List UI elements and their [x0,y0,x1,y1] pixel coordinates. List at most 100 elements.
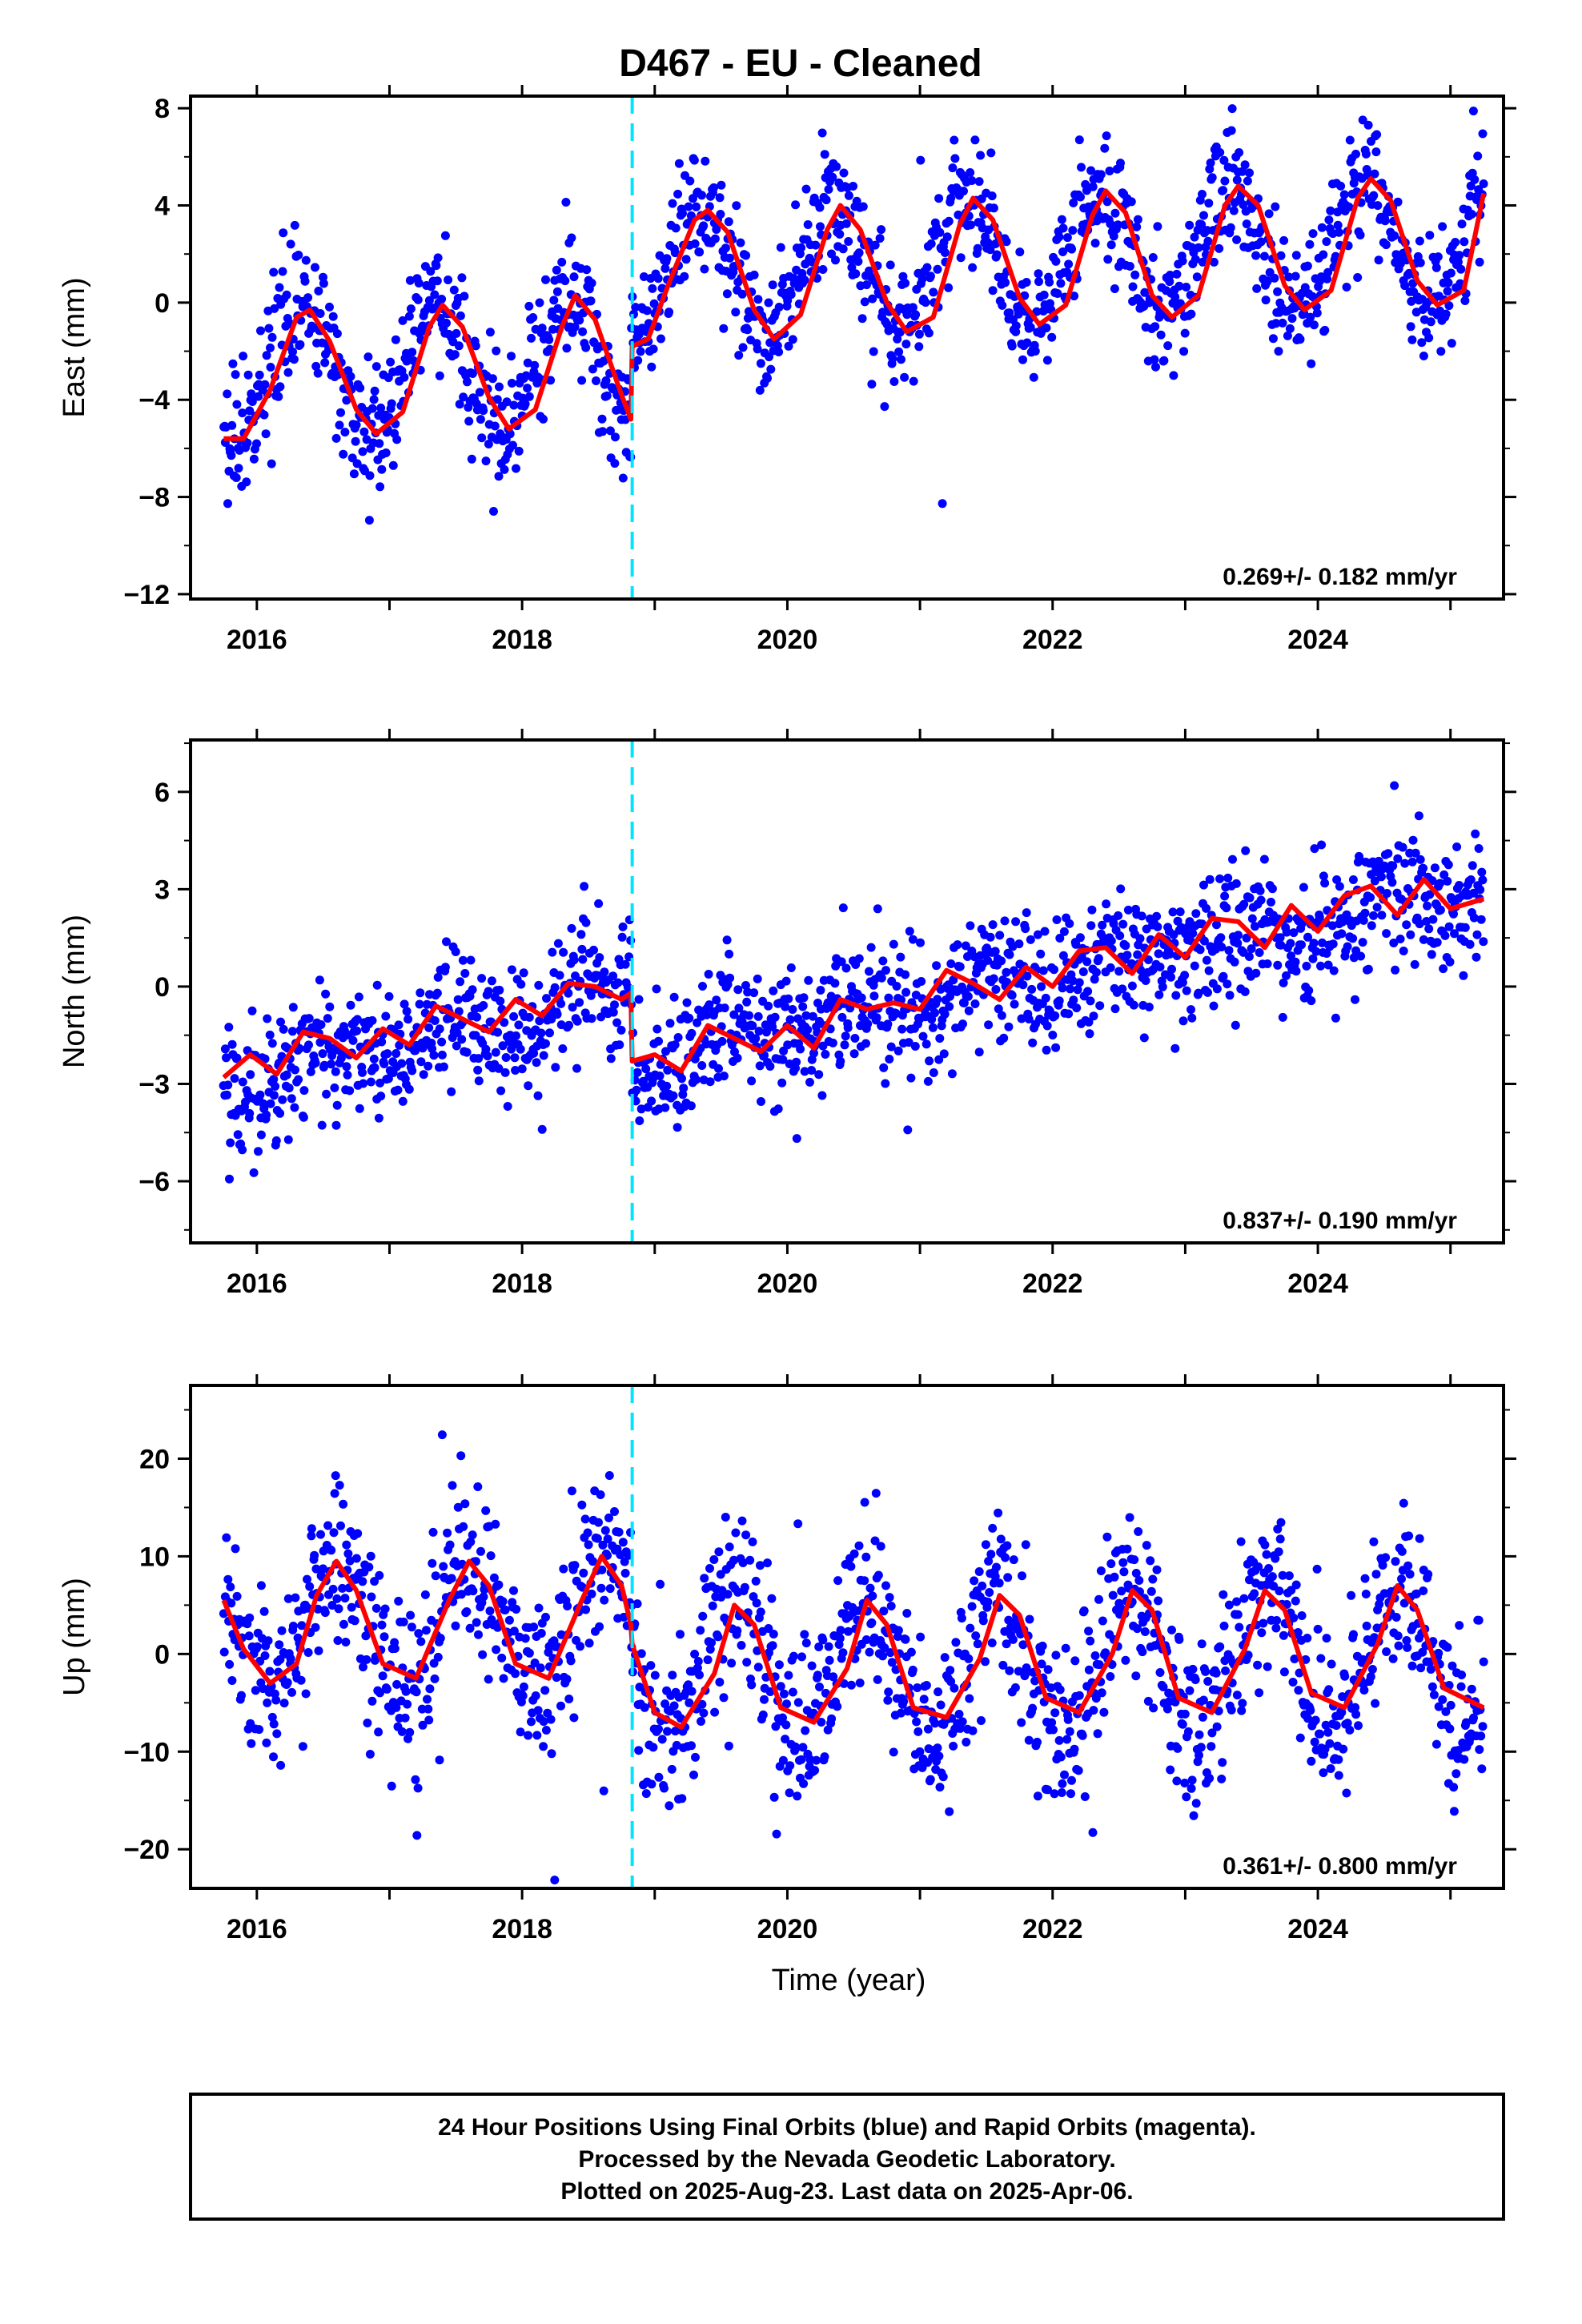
east-data-point [227,420,237,430]
east-data-point [921,298,930,308]
up-data-point [260,1651,270,1660]
east-data-point [598,427,608,436]
east-data-point [449,285,459,295]
up-data-point [359,1663,367,1672]
up-data-point [1180,1709,1190,1719]
east-data-point [1113,220,1122,230]
up-data-point [334,1604,343,1614]
east-data-point [1109,231,1118,241]
north-data-point [769,986,778,995]
north-data-point [901,970,910,979]
east-data-point [736,238,745,247]
east-data-point [442,318,451,328]
east-data-point [716,210,725,219]
east-data-point [1305,239,1315,249]
north-data-point [751,1034,761,1043]
east-data-point [986,148,996,158]
up-data-point [878,1651,887,1661]
north-data-point [999,1033,1009,1043]
north-data-point [220,1044,230,1054]
north-data-point [741,981,750,990]
east-data-point [648,344,658,354]
north-data-point [278,1095,287,1104]
up-data-point [1457,1671,1467,1679]
up-data-point [883,1695,893,1705]
up-data-point [827,1714,837,1723]
north-data-point [442,937,451,947]
up-y-tick-label: −20 [123,1835,170,1865]
east-data-point [279,228,288,238]
north-data-point [481,1044,491,1054]
east-y-tick-label: −4 [139,385,170,416]
up-data-point [1094,1594,1103,1604]
north-data-point [262,1110,271,1120]
east-data-point [535,298,544,308]
up-data-point [619,1612,628,1622]
east-data-point [1151,362,1160,372]
north-data-point [677,1074,686,1084]
north-data-point [720,1003,729,1013]
north-data-point [1383,849,1393,858]
north-data-point [1440,931,1450,940]
east-data-point [1312,308,1322,318]
north-data-point [1212,920,1221,930]
north-data-point [837,957,846,967]
north-data-point [691,1075,701,1084]
north-data-point [299,1086,309,1096]
north-data-point [1244,952,1254,961]
east-data-point [719,324,729,333]
up-data-point [484,1675,493,1684]
east-data-point [1470,175,1480,184]
north-data-point [1102,899,1111,909]
north-data-point [647,1096,656,1106]
north-data-point [315,1038,325,1047]
east-data-point [1166,271,1174,279]
north-data-point [725,949,734,959]
east-data-point [339,449,348,459]
east-data-point [1252,283,1262,293]
east-data-point [1069,198,1078,207]
east-data-point [1453,257,1463,267]
east-data-point [940,248,950,257]
up-data-point [276,1760,286,1770]
north-data-point [1291,957,1300,967]
up-data-point [556,1630,566,1639]
east-data-point [1007,341,1017,351]
north-data-point [958,1019,967,1029]
up-data-point [520,1634,530,1643]
north-data-point [271,1082,280,1091]
east-data-point [1185,220,1195,230]
east-model-line [223,176,1487,441]
north-data-point [1220,891,1230,901]
north-data-point [1098,920,1107,930]
up-data-point [1134,1527,1143,1536]
up-data-point [703,1655,713,1665]
north-data-point [1299,883,1308,892]
north-data-point [1086,921,1096,931]
north-data-point [572,1016,582,1026]
up-data-point [1187,1775,1197,1785]
east-data-point [753,344,762,354]
up-data-point [687,1741,696,1751]
north-data-point [964,1006,974,1015]
east-data-point [1219,186,1228,195]
north-data-point [404,1084,414,1094]
up-data-point [375,1688,384,1698]
east-data-point [1042,324,1051,332]
up-data-point [358,1577,367,1586]
up-data-point [1426,1665,1435,1674]
east-data-point [1086,166,1096,175]
up-data-point [1119,1567,1129,1577]
north-data-point [295,1043,304,1053]
north-data-point [986,932,995,942]
up-data-point [1360,1574,1370,1583]
up-data-point [1369,1537,1379,1546]
north-data-point [1154,949,1163,959]
north-data-point [1427,950,1436,959]
up-data-point [365,1750,375,1759]
east-data-point [311,361,321,371]
east-data-point [231,370,240,380]
up-data-point [1203,1677,1213,1686]
up-data-point [1399,1498,1408,1508]
east-data-point [502,397,512,407]
